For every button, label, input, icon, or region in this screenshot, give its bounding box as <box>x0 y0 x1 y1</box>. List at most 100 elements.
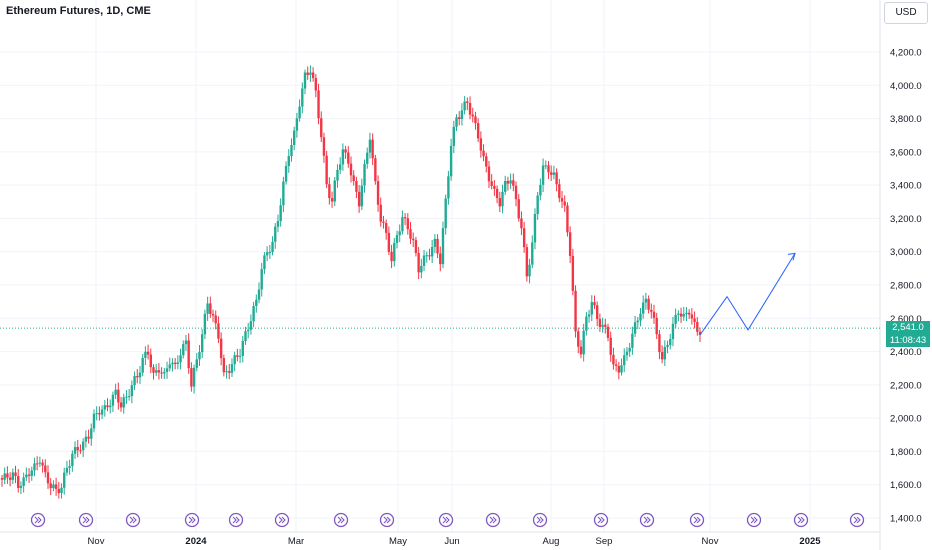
candle-body <box>146 351 150 355</box>
candle-body <box>452 126 456 146</box>
candle-body <box>593 302 596 306</box>
candle-body <box>685 312 688 315</box>
candle-body <box>522 228 526 248</box>
candle-body <box>290 144 293 157</box>
candle-body <box>357 191 361 207</box>
candle-body <box>558 184 561 199</box>
candle-body <box>68 466 71 468</box>
candle-body <box>698 331 702 335</box>
event-marker-chevron <box>693 516 701 524</box>
event-marker-chevron <box>188 516 196 524</box>
candle-body <box>109 405 112 408</box>
candle-body <box>463 101 466 111</box>
candle-body <box>301 88 304 107</box>
candle-body <box>41 462 44 466</box>
candle-body <box>81 441 85 451</box>
candle-body <box>341 149 345 165</box>
x-tick-label: Mar <box>288 536 304 547</box>
candle-body <box>133 376 136 386</box>
candle-body <box>568 232 572 256</box>
candle-body <box>201 334 204 353</box>
candle-body <box>544 165 547 167</box>
candle-body <box>412 238 415 241</box>
candle-body <box>338 164 342 170</box>
candle-body <box>393 242 396 262</box>
candle-body <box>165 368 169 372</box>
candle-body <box>374 158 377 182</box>
candle-body <box>322 137 326 156</box>
candle-body <box>198 352 201 360</box>
candle-body <box>265 252 269 256</box>
event-marker-chevron <box>383 516 391 524</box>
candle-body <box>35 463 39 465</box>
y-tick-label: 3,400.0 <box>890 181 922 192</box>
candle-body <box>536 195 539 215</box>
candle-body <box>49 483 52 489</box>
candle-body <box>550 172 553 175</box>
candle-body <box>295 118 299 131</box>
candle-body <box>33 463 36 471</box>
candle-body <box>501 191 504 207</box>
candle-body <box>379 204 382 222</box>
candle-body <box>479 138 483 151</box>
candle-body <box>127 396 131 398</box>
candle-body <box>92 413 96 429</box>
candle-body <box>674 314 677 324</box>
candle-body <box>138 372 142 378</box>
candle-body <box>249 321 253 330</box>
y-tick-label: 3,600.0 <box>890 147 922 158</box>
candle-body <box>211 313 215 316</box>
candle-body <box>320 118 323 138</box>
candle-body <box>571 255 575 291</box>
candle-body <box>547 165 550 173</box>
candle-body <box>447 176 450 199</box>
candle-body <box>246 329 250 332</box>
candle-body <box>636 320 639 323</box>
candle-body <box>652 311 656 318</box>
candle-body <box>303 72 307 89</box>
candle-body <box>384 222 388 233</box>
x-tick-label: Sep <box>596 536 613 547</box>
candle-body <box>366 152 369 164</box>
candle-body <box>130 385 134 397</box>
currency-button[interactable]: USD <box>884 2 928 24</box>
y-tick-label: 1,800.0 <box>890 447 922 458</box>
candle-body <box>60 487 63 494</box>
candle-body <box>168 364 171 369</box>
candle-body <box>152 367 155 373</box>
candle-body <box>274 226 277 242</box>
candle-body <box>25 474 28 478</box>
candle-body <box>485 156 488 167</box>
event-marker-chevron <box>536 516 544 524</box>
candle-body <box>230 364 234 373</box>
candle-body <box>650 309 653 312</box>
candle-body <box>504 180 507 192</box>
candle-body <box>476 123 480 139</box>
candle-body <box>409 229 412 239</box>
candle-body <box>449 145 453 177</box>
candle-body <box>690 314 694 319</box>
candle-body <box>512 180 515 186</box>
y-tick-label: 2,400.0 <box>890 347 922 358</box>
event-marker-chevron <box>34 516 42 524</box>
candle-body <box>260 269 263 290</box>
candle-body <box>363 163 366 186</box>
candle-body <box>336 169 339 181</box>
candle-body <box>398 231 401 236</box>
candle-body <box>387 232 391 252</box>
candle-body <box>6 473 9 478</box>
candle-body <box>663 347 667 360</box>
candle-body <box>257 289 261 300</box>
candle-body <box>687 312 691 315</box>
candle-body <box>406 218 410 230</box>
candle-body <box>430 246 434 257</box>
bar-countdown-badge: 11:08:43 <box>886 334 930 348</box>
candle-body <box>641 302 645 314</box>
candle-body <box>187 340 190 369</box>
candle-body <box>520 218 523 229</box>
y-tick-label: 2,600.0 <box>890 314 922 325</box>
candle-body <box>87 436 90 439</box>
candle-body <box>54 484 58 489</box>
candle-body <box>182 344 185 356</box>
